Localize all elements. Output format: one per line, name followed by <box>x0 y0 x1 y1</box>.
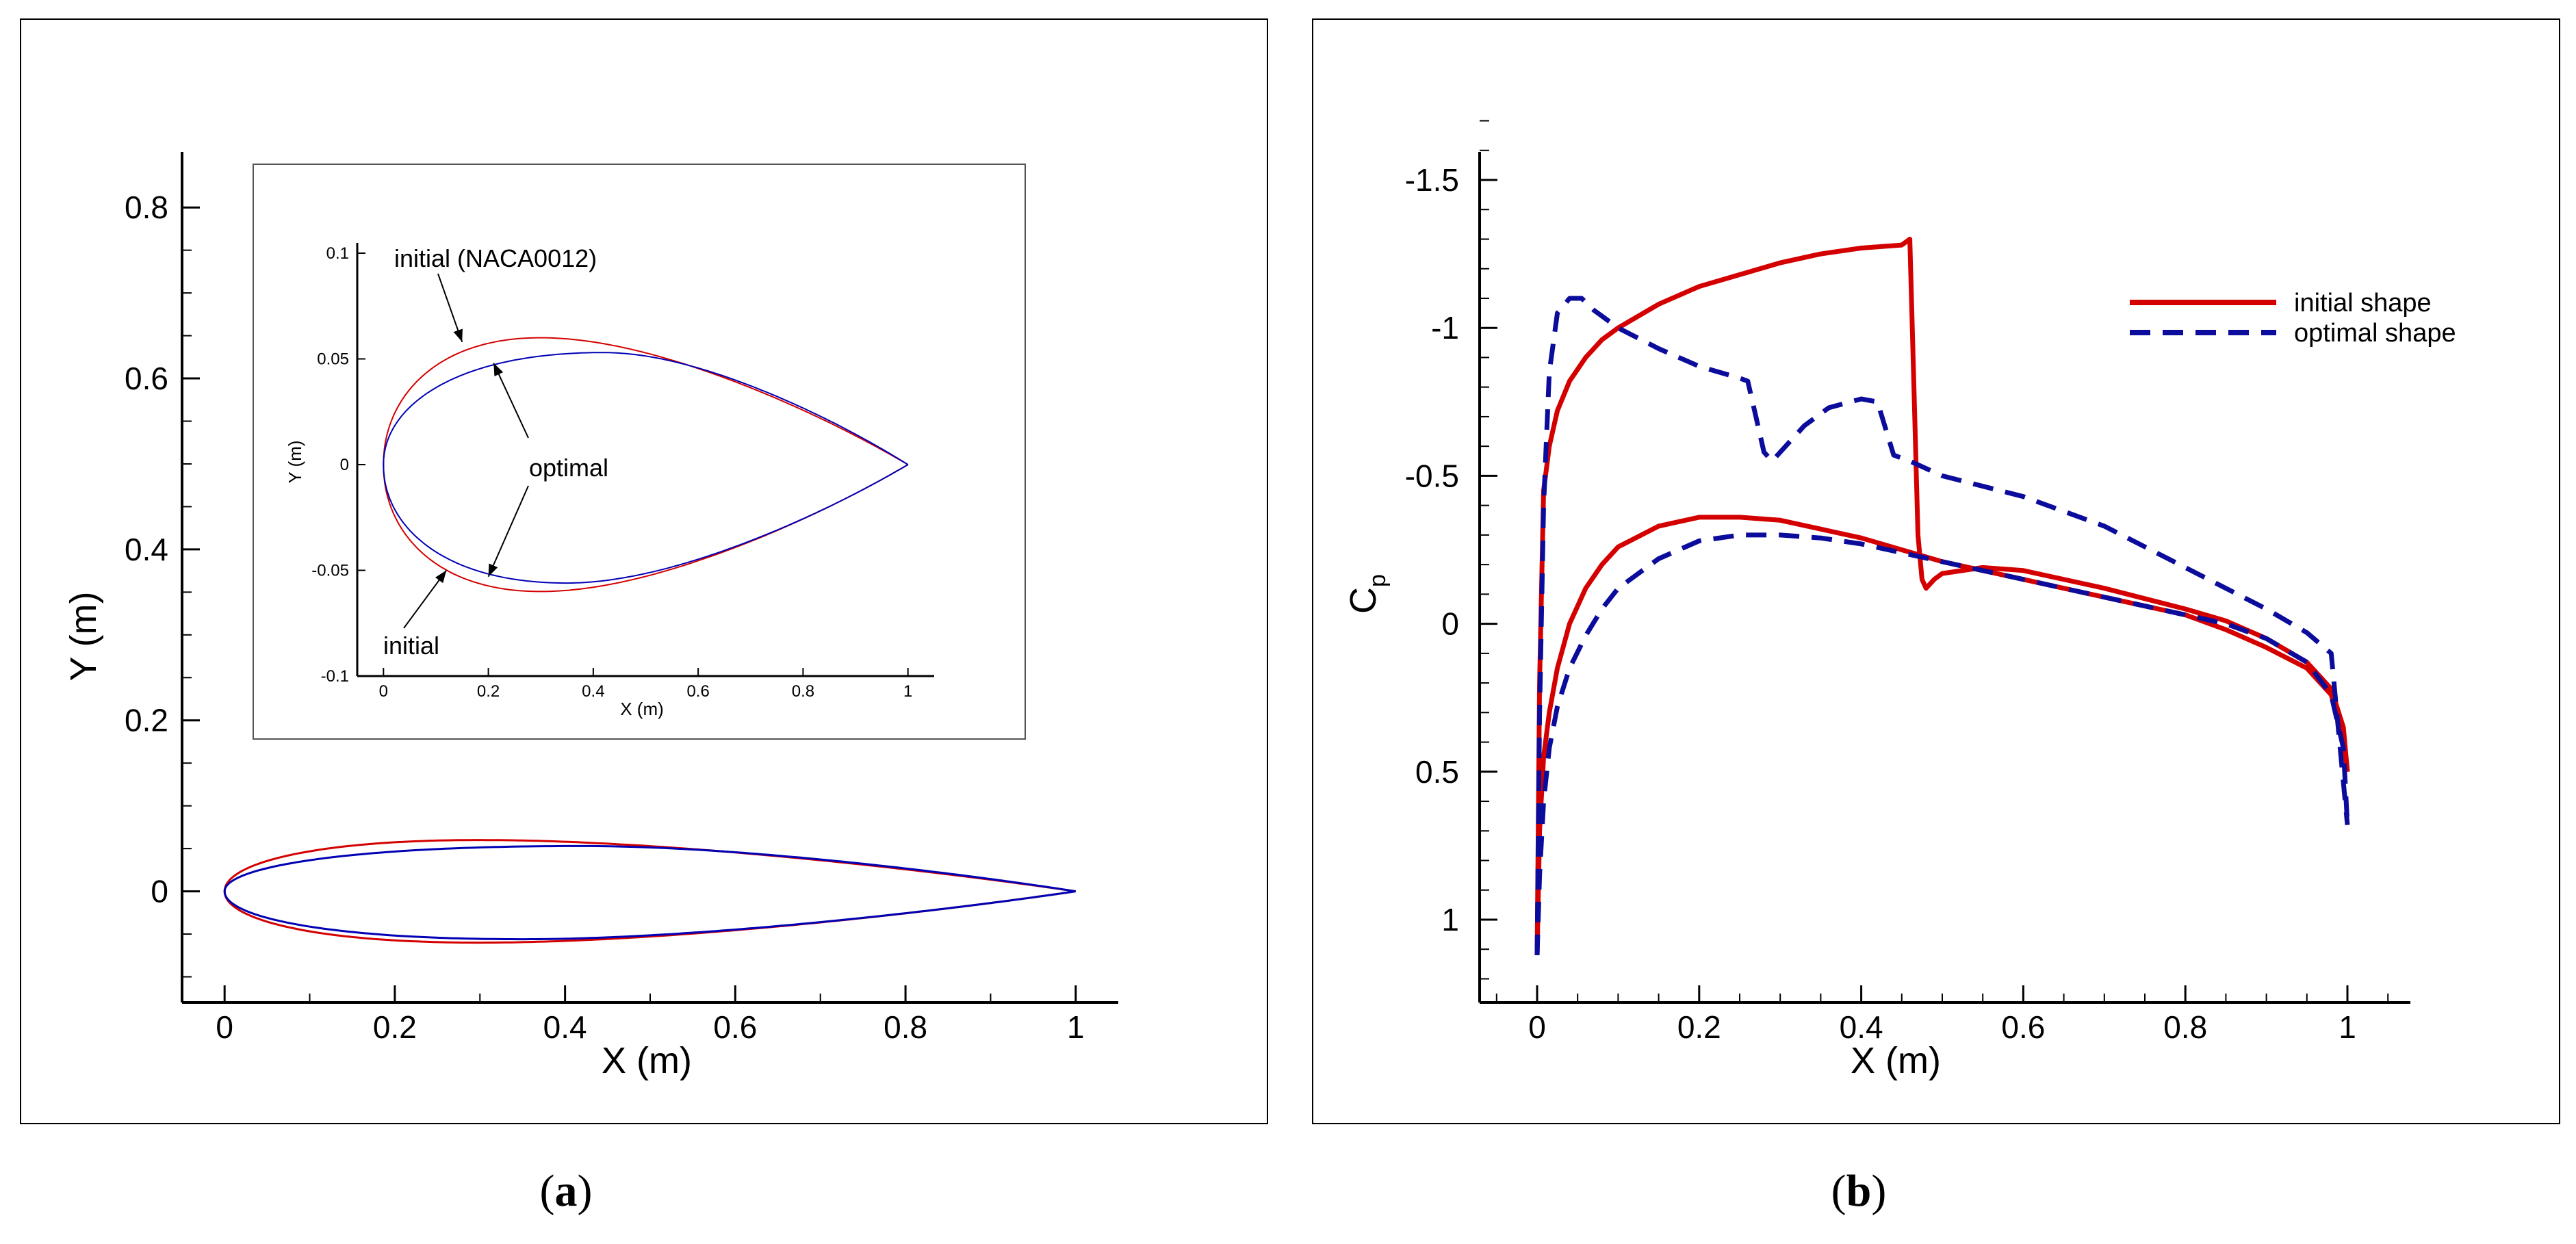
inset-y-tick-label: -0.05 <box>311 562 349 580</box>
inset-annotations: initial (NACA0012) optimal initial <box>383 244 608 660</box>
inset-curves <box>383 337 909 593</box>
panel-b-y-tick-label: 0.5 <box>1415 754 1459 790</box>
panel-a-caption-close: ) <box>578 1166 593 1216</box>
panel-a-y-axis-title: Y (m) <box>63 592 104 682</box>
panel-b-y-ticks: -1.5 -1 -0.5 0 0.5 1 <box>1405 120 1497 980</box>
panel-b-caption-open: ( <box>1831 1166 1846 1216</box>
panel-b-y-tick-label: -0.5 <box>1405 458 1459 493</box>
panel-a-x-tick-label: 0 <box>216 1009 233 1045</box>
panel-b-x-axis-title: X (m) <box>1851 1040 1941 1081</box>
panel-a-y-tick-label: 0.6 <box>125 361 168 396</box>
panel-a-caption-letter: a <box>555 1166 578 1216</box>
panel-b-axes <box>1478 152 2410 1004</box>
panel-a-x-tick-label: 0.8 <box>884 1009 927 1045</box>
panel-b-y-axis-title-sub: p <box>1365 574 1391 587</box>
inset-series-optimal-profile <box>383 352 909 584</box>
panel-a-y-tick-label: 0 <box>151 874 168 909</box>
inset-x-tick-label: 0 <box>379 682 388 701</box>
panel-b-y-tick-label: 0 <box>1441 606 1459 642</box>
series-initial-shape-upper <box>1534 237 2350 955</box>
series-optimal-shape-lower <box>1534 532 2350 956</box>
panel-a-y-tick-label: 0.4 <box>125 532 168 567</box>
panel-a-x-tick-label: 0.4 <box>543 1009 587 1045</box>
annotation-optimal-label: optimal <box>529 454 608 482</box>
panel-b-caption-close: ) <box>1871 1166 1886 1216</box>
annotation-arrow-initial-naca0012 <box>437 273 463 343</box>
panel-b-caption-letter: b <box>1846 1166 1872 1216</box>
inset-x-ticks: 0 0.2 0.4 0.6 0.8 1 <box>379 668 912 701</box>
panel-b-x-tick-label: 0.6 <box>2001 1009 2045 1045</box>
panel-b-y-tick-label: 1 <box>1441 902 1459 937</box>
panel-b-caption: (b) <box>1831 1166 1887 1216</box>
panel-b-x-tick-label: 0.8 <box>2163 1009 2207 1045</box>
panel-b: 0 0.2 0.4 0.6 0.8 1 -1.5-1-0.500.51 X (m) Cp … <box>1312 18 2560 1216</box>
series-initial-shape-lower <box>1534 515 2350 955</box>
inset-frame <box>253 164 1026 740</box>
panel-a: 0 0.2 0.4 0.6 0.8 1 0 0.2 0.4 0.6 0.8 X (m) Y (m)… <box>20 18 1268 1216</box>
panel-a-x-tick-label: 0.2 <box>373 1009 417 1045</box>
panel-a-y-ticks: 0 0.2 0.4 0.6 0.8 <box>125 190 200 978</box>
panel-a-caption: (a) <box>540 1166 593 1216</box>
panel-a-x-axis-title: X (m) <box>602 1040 692 1081</box>
panel-b-curves <box>1534 237 2350 956</box>
panel-a-x-tick-label: 0.6 <box>713 1009 757 1045</box>
panel-a-y-tick-label: 0.2 <box>125 703 168 738</box>
panel-a-frame <box>20 18 1268 1124</box>
series-optimal-shape-upper <box>1534 296 2350 955</box>
inset-y-tick-label: 0.1 <box>326 244 349 263</box>
panel-a-curves <box>223 839 1076 944</box>
inset-x-tick-label: 0.8 <box>792 682 814 701</box>
panel-a-y-tick-label: 0.8 <box>125 190 168 225</box>
annotation-initial-naca0012-label: initial (NACA0012) <box>394 244 597 272</box>
inset-y-ticks: -0.1 -0.05 0 0.05 0.1 <box>311 244 365 686</box>
inset-x-tick-label: 1 <box>903 682 912 701</box>
inset-y-tick-label: 0.05 <box>317 350 349 369</box>
inset-y-tick-label: 0 <box>340 456 349 474</box>
legend: initial shape optimal shape <box>2130 289 2456 348</box>
panel-b-y-axis-title-main: C <box>1343 587 1384 614</box>
annotation-initial-label: initial <box>383 632 439 660</box>
panel-a-x-ticks: 0 0.2 0.4 0.6 0.8 1 <box>216 985 1085 1045</box>
panel-b-x-tick-label: 0 <box>1528 1009 1546 1045</box>
panel-b-x-ticks: 0 0.2 0.4 0.6 0.8 1 <box>1495 985 2389 1045</box>
inset-y-tick-label: -0.1 <box>321 667 349 686</box>
inset-x-tick-label: 0.6 <box>686 682 709 701</box>
panel-b-x-tick-label: 0.4 <box>1840 1009 1883 1045</box>
series-optimal-profile <box>223 844 1076 941</box>
panel-a-x-tick-label: 1 <box>1067 1009 1085 1045</box>
panel-b-x-tick-label: 0.2 <box>1677 1009 1721 1045</box>
panel-b-y-tick-label: -1 <box>1431 310 1459 346</box>
panel-b-y-tick-label: -1.5 <box>1405 162 1459 198</box>
inset-x-axis-title: X (m) <box>620 699 664 719</box>
annotation-arrow-optimal-lower <box>487 485 529 578</box>
panel-b-x-tick-label: 1 <box>2339 1009 2356 1045</box>
panel-a-caption-open: ( <box>540 1166 555 1216</box>
inset-axes <box>356 243 934 677</box>
inset-y-axis-title: Y (m) <box>285 440 305 483</box>
panel-b-y-axis-title: Cp <box>1343 574 1391 614</box>
annotation-arrow-optimal-upper <box>493 363 529 439</box>
panel-a-inset: 0 0.2 0.4 0.6 0.8 1 -0.1 -0.05 0 0.05 0.1 X (m) Y… <box>253 164 1026 740</box>
inset-x-tick-label: 0.2 <box>477 682 500 701</box>
inset-x-tick-label: 0.4 <box>582 682 604 701</box>
legend-label-initial-shape: initial shape <box>2294 289 2432 318</box>
annotation-arrow-initial <box>403 569 448 629</box>
legend-label-optimal-shape: optimal shape <box>2294 319 2456 348</box>
panel-b-frame <box>1312 18 2560 1124</box>
